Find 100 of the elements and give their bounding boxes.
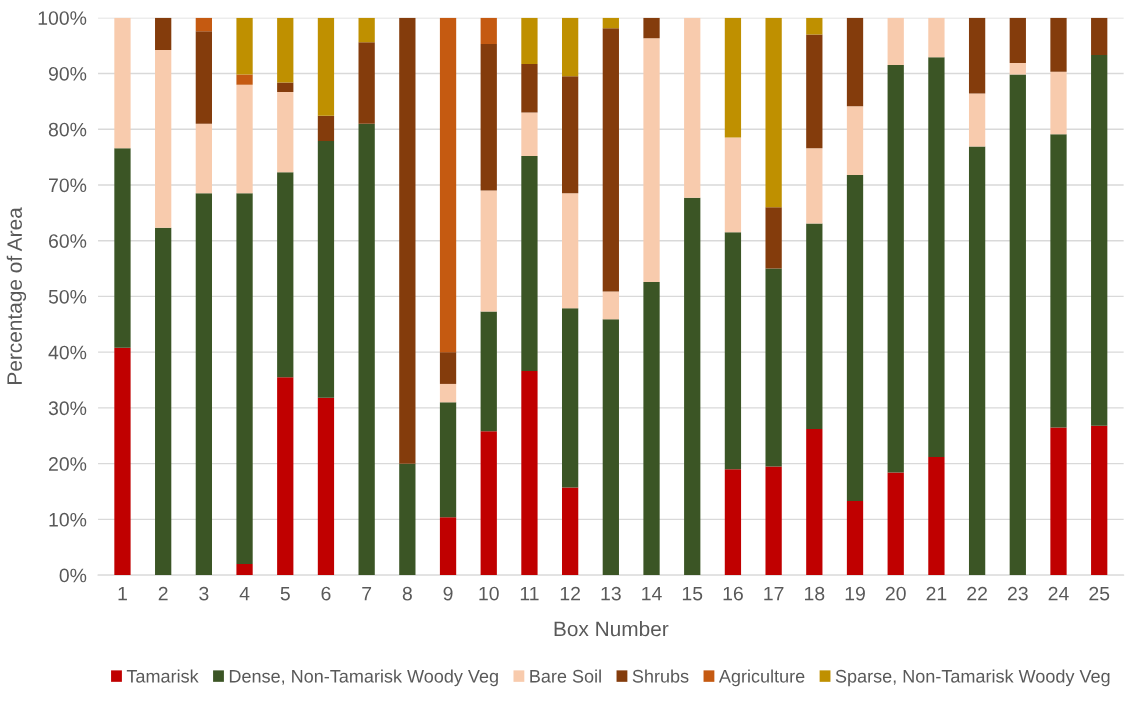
bar xyxy=(1009,17,1026,63)
bar xyxy=(806,17,823,35)
x-tick-label: 4 xyxy=(239,586,250,601)
bar xyxy=(521,17,538,65)
bar xyxy=(439,383,457,403)
bar xyxy=(480,17,497,44)
legend-label: Bare Soil xyxy=(530,669,601,683)
bar xyxy=(1009,74,1026,576)
bar xyxy=(724,469,742,576)
bar xyxy=(399,17,416,464)
x-tick-label: 8 xyxy=(402,586,412,601)
bar xyxy=(480,43,497,191)
bar xyxy=(643,17,660,39)
bar xyxy=(562,308,579,488)
bar xyxy=(439,352,457,384)
bar xyxy=(846,106,864,175)
y-tick-label: 0% xyxy=(59,568,87,583)
bar xyxy=(602,319,619,576)
bar xyxy=(236,563,253,576)
bar xyxy=(358,17,375,43)
bar xyxy=(1050,71,1067,135)
bar xyxy=(195,31,212,124)
bar xyxy=(155,17,172,51)
x-tick-label: 10 xyxy=(479,586,499,601)
bar xyxy=(1050,17,1067,72)
bar xyxy=(521,155,538,372)
x-tick-label: 18 xyxy=(804,586,825,601)
y-axis-title: Percentage of Area xyxy=(6,207,27,384)
y-tick-label: 60% xyxy=(49,234,87,248)
x-tick-label: 14 xyxy=(642,586,662,601)
bar xyxy=(358,42,375,124)
bar xyxy=(439,402,457,518)
y-tick-label: 100% xyxy=(38,11,87,25)
bar xyxy=(602,28,619,292)
x-tick-label: 2 xyxy=(158,586,168,601)
bar xyxy=(765,268,782,467)
x-tick-label: 12 xyxy=(560,586,580,601)
bar xyxy=(236,17,253,75)
bar xyxy=(968,93,986,147)
bar xyxy=(195,17,212,32)
bar xyxy=(358,123,375,576)
bar xyxy=(317,115,335,141)
x-tick-label: 9 xyxy=(443,586,453,601)
bar xyxy=(684,197,701,576)
bar xyxy=(480,431,497,576)
bar xyxy=(846,500,864,576)
bar xyxy=(724,137,742,233)
bar xyxy=(277,91,294,173)
bar xyxy=(765,466,782,576)
y-tick-label: 90% xyxy=(48,66,87,81)
bar xyxy=(399,463,416,576)
bar xyxy=(968,146,986,576)
bar xyxy=(277,172,294,378)
bar xyxy=(643,38,660,282)
y-tick-label: 20% xyxy=(49,457,87,471)
y-tick-label: 50% xyxy=(48,289,87,304)
bar xyxy=(439,517,457,576)
bar xyxy=(806,34,823,149)
bar xyxy=(1050,427,1067,576)
bar xyxy=(562,76,579,194)
x-tick-label: 20 xyxy=(885,586,906,601)
bar xyxy=(928,456,945,576)
bar xyxy=(806,223,823,430)
bar xyxy=(195,193,212,576)
x-tick-label: 21 xyxy=(926,586,947,601)
x-tick-label: 23 xyxy=(1007,586,1028,601)
x-tick-label: 24 xyxy=(1048,586,1069,601)
y-tick-label: 30% xyxy=(48,401,87,416)
x-tick-label: 19 xyxy=(845,586,865,601)
y-tick-label: 70% xyxy=(49,178,87,193)
y-tick-label: 80% xyxy=(48,122,87,137)
bar xyxy=(236,74,253,85)
bar xyxy=(114,148,131,348)
bar xyxy=(846,174,864,501)
bar xyxy=(480,311,497,432)
x-axis-title: Box Number xyxy=(554,621,669,637)
x-tick-label: 13 xyxy=(601,586,621,601)
x-tick-label: 17 xyxy=(764,586,784,601)
x-tick-label: 11 xyxy=(520,586,539,601)
bar xyxy=(765,207,782,269)
bar xyxy=(155,50,172,228)
bar xyxy=(684,17,701,198)
legend-label: Tamarisk xyxy=(126,669,199,683)
bar xyxy=(521,112,538,156)
x-tick-label: 15 xyxy=(682,586,703,601)
x-tick-label: 22 xyxy=(967,586,987,601)
legend-label: Agriculture xyxy=(718,669,805,687)
bar xyxy=(724,232,742,470)
y-tick-label: 10% xyxy=(49,512,87,527)
bar xyxy=(846,17,864,107)
bar xyxy=(1050,134,1067,428)
bar xyxy=(928,17,945,58)
bar xyxy=(236,193,253,564)
bar xyxy=(887,472,904,576)
x-tick-label: 7 xyxy=(362,586,372,601)
bar xyxy=(1009,62,1026,75)
bar xyxy=(1091,17,1108,56)
legend-label: Sparse, Non-Tamarisk Woody Veg xyxy=(835,669,1110,687)
bar xyxy=(521,64,538,113)
bar xyxy=(806,148,823,224)
